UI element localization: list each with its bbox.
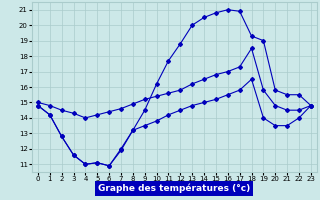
X-axis label: Graphe des températures (°c): Graphe des températures (°c) <box>98 184 251 193</box>
